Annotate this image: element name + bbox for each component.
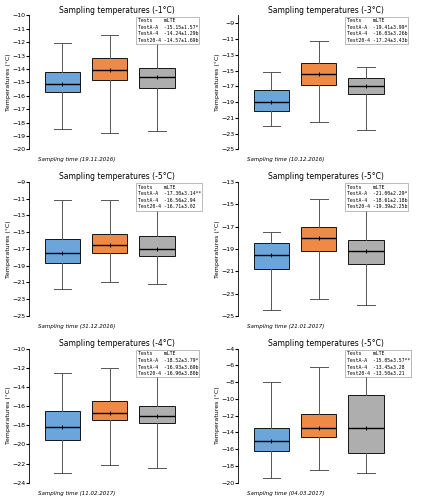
Y-axis label: Temperatures (°C): Temperatures (°C) — [215, 387, 220, 444]
PathPatch shape — [45, 72, 80, 92]
Title: Sampling temperatures (-5°C): Sampling temperatures (-5°C) — [268, 339, 384, 348]
PathPatch shape — [92, 58, 128, 80]
Text: Sampling time (11.02.2017): Sampling time (11.02.2017) — [38, 490, 116, 496]
Text: Tests    mLTE
TestA-A  -17.30±3.14**
TestA-4  -16.56±2.94
Test20-4 -16.71±3.02: Tests mLTE TestA-A -17.30±3.14** TestA-4… — [138, 184, 201, 210]
Text: Sampling time (31.12.2016): Sampling time (31.12.2016) — [38, 324, 116, 329]
PathPatch shape — [92, 234, 128, 253]
PathPatch shape — [92, 402, 128, 420]
Text: Sampling time (04.03.2017): Sampling time (04.03.2017) — [247, 490, 325, 496]
PathPatch shape — [139, 406, 175, 423]
Text: Sampling time (19.11.2016): Sampling time (19.11.2016) — [38, 158, 116, 162]
Y-axis label: Temperatures (°C): Temperatures (°C) — [6, 54, 11, 111]
PathPatch shape — [254, 90, 289, 112]
Title: Sampling temperatures (-5°C): Sampling temperatures (-5°C) — [268, 172, 384, 181]
Y-axis label: Temperatures (°C): Temperatures (°C) — [215, 220, 220, 278]
PathPatch shape — [348, 394, 384, 454]
PathPatch shape — [301, 62, 336, 84]
Text: Tests    mLTE
TestA-A  -18.52±3.79*
TestA-4  -16.93±3.69b
Test20-4 -16.90±3.80b: Tests mLTE TestA-A -18.52±3.79* TestA-4 … — [138, 352, 198, 376]
Text: Sampling time (10.12.2016): Sampling time (10.12.2016) — [247, 158, 325, 162]
Title: Sampling temperatures (-1°C): Sampling temperatures (-1°C) — [59, 6, 175, 15]
Text: Tests    mLTE
TestA-A  -21.00±2.29*
TestA-4  -18.61±2.18b
Test20-4 -19.39±2.25b: Tests mLTE TestA-A -21.00±2.29* TestA-4 … — [347, 184, 407, 210]
PathPatch shape — [254, 244, 289, 269]
Y-axis label: Temperatures (°C): Temperatures (°C) — [6, 220, 11, 278]
PathPatch shape — [139, 68, 175, 87]
Title: Sampling temperatures (-3°C): Sampling temperatures (-3°C) — [268, 6, 384, 15]
Text: Sampling time (21.01.2017): Sampling time (21.01.2017) — [247, 324, 325, 329]
Y-axis label: Temperatures (°C): Temperatures (°C) — [215, 54, 220, 111]
Text: Tests    mLTE
TestA-A  -19.41±3.99*
TestA-4  -16.03±3.26b
Test20-4 -17.24±3.43b: Tests mLTE TestA-A -19.41±3.99* TestA-4 … — [347, 18, 407, 43]
PathPatch shape — [45, 239, 80, 263]
PathPatch shape — [139, 236, 175, 256]
PathPatch shape — [254, 428, 289, 451]
PathPatch shape — [45, 411, 80, 440]
Title: Sampling temperatures (-5°C): Sampling temperatures (-5°C) — [59, 172, 175, 181]
Text: Tests    mLTE
TestA-A  -15.15±1.57*
TestA-4  -14.24±1.29b
Test20-4 -14.57±1.69b: Tests mLTE TestA-A -15.15±1.57* TestA-4 … — [138, 18, 198, 43]
Text: Tests    mLTE
TestA-A  -15.05±3.57**
TestA-4  -13.45±3.28
Test20-4 -13.50±3.21: Tests mLTE TestA-A -15.05±3.57** TestA-4… — [347, 352, 410, 376]
PathPatch shape — [301, 414, 336, 436]
PathPatch shape — [348, 240, 384, 264]
Title: Sampling temperatures (-4°C): Sampling temperatures (-4°C) — [59, 339, 175, 348]
Y-axis label: Temperatures (°C): Temperatures (°C) — [6, 387, 11, 444]
PathPatch shape — [348, 78, 384, 94]
PathPatch shape — [301, 226, 336, 251]
